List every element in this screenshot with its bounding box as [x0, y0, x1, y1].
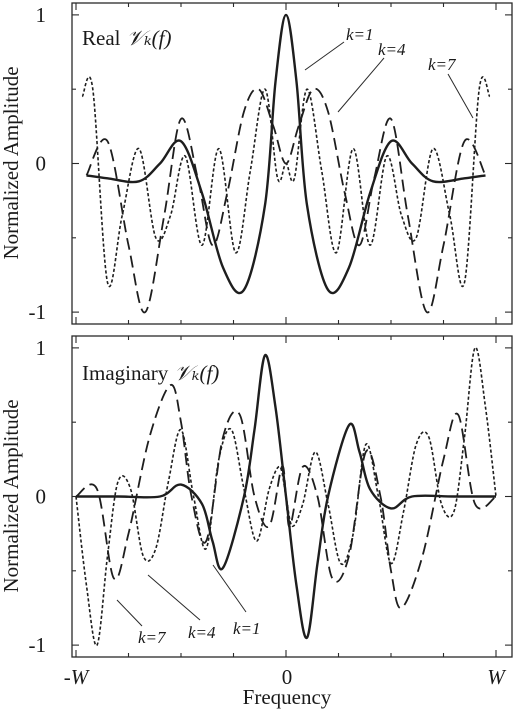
xlabel: Frequency [243, 685, 332, 709]
leader-real-k1 [304, 41, 345, 71]
leader-imag-k1 [212, 564, 247, 613]
annot-real-k7: k=7 [428, 55, 457, 74]
series-real-k7 [81, 76, 491, 287]
annot-real-k4: k=4 [378, 40, 406, 59]
series-real-k4 [85, 87, 487, 314]
leader-imag-k7 [116, 599, 143, 627]
title-imaginary-prefix: Imaginary [82, 361, 169, 385]
panel-real: -101 Normalized Amplitude Real 𝒱ₖ(f) k=1 … [0, 2, 513, 325]
annot-imag-k4: k=4 [188, 623, 216, 642]
ylabel-real: Normalized Amplitude [0, 66, 23, 259]
xtick-label-zero: 0 [282, 665, 293, 689]
series-real-k1 [86, 13, 486, 295]
leader-real-k4 [337, 57, 385, 113]
ytick-label-imaginary: -1 [29, 633, 47, 657]
xtick-label-w: W [487, 665, 507, 689]
annot-imag-k7: k=7 [138, 628, 167, 647]
ytick-label-imaginary: 1 [36, 336, 47, 360]
series-imaginary-k7 [75, 347, 497, 646]
title-real: Real 𝒱ₖ(f) [82, 26, 171, 50]
leader-imag-k4 [147, 574, 201, 621]
ytick-label-real: 1 [36, 3, 47, 27]
annot-real-k1: k=1 [346, 25, 374, 44]
title-real-math: 𝒱ₖ(f) [126, 26, 171, 50]
ytick-label-real: -1 [29, 300, 47, 324]
title-imaginary-math: 𝒱ₖ(f) [174, 361, 219, 385]
xtick-label-neg-w: -W [64, 665, 91, 689]
ylabel-imaginary: Normalized Amplitude [0, 399, 23, 592]
series-imaginary-k4 [75, 384, 497, 609]
panel-imaginary: -1 0 1 Normalized Amplitude Imaginary 𝒱ₖ(f)… [0, 335, 513, 658]
title-imaginary: Imaginary 𝒱ₖ(f) [82, 361, 219, 385]
leader-real-k7 [447, 73, 474, 119]
ytick-label-real: 0 [36, 152, 47, 176]
ytick-label-imaginary: 0 [36, 485, 47, 509]
title-real-prefix: Real [82, 26, 121, 50]
annot-imag-k1: k=1 [233, 619, 261, 638]
